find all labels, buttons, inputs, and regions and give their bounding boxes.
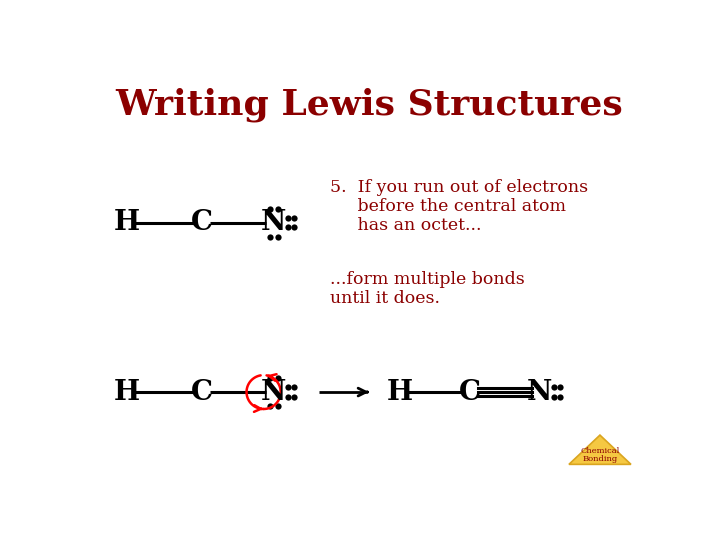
Text: H: H [114, 209, 140, 236]
Text: N: N [261, 209, 287, 236]
Text: C: C [192, 379, 213, 406]
Text: Writing Lewis Structures: Writing Lewis Structures [115, 87, 623, 122]
Text: has an octet...: has an octet... [330, 217, 482, 234]
Text: N: N [527, 379, 552, 406]
Text: Chemical: Chemical [580, 447, 620, 455]
Text: C: C [192, 209, 213, 236]
Text: before the central atom: before the central atom [330, 198, 566, 215]
Polygon shape [569, 435, 631, 464]
Text: ...form multiple bonds: ...form multiple bonds [330, 271, 525, 288]
Text: H: H [387, 379, 413, 406]
Text: H: H [114, 379, 140, 406]
Text: Bonding: Bonding [582, 455, 618, 463]
Text: until it does.: until it does. [330, 291, 440, 307]
Text: N: N [261, 379, 287, 406]
Text: 5.  If you run out of electrons: 5. If you run out of electrons [330, 179, 588, 196]
Text: C: C [459, 379, 481, 406]
